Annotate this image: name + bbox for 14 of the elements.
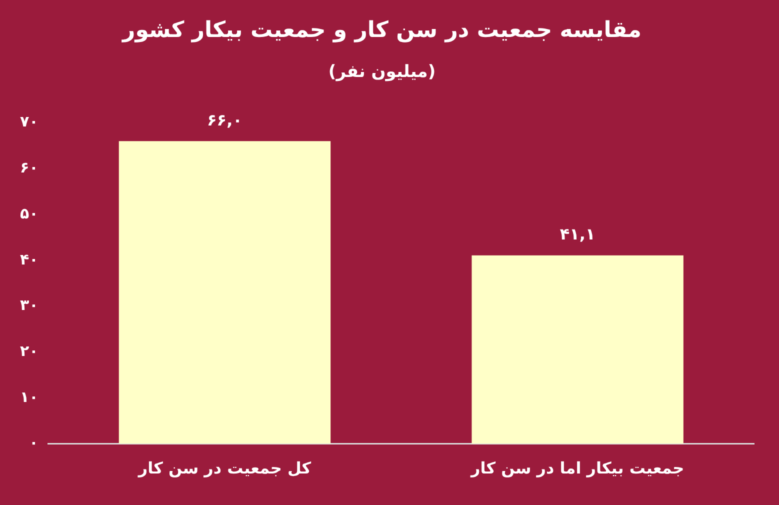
data-label: ۶۶,۰ bbox=[207, 110, 242, 130]
x-tick-label: کل جمعیت در سن کار bbox=[137, 458, 312, 478]
y-tick-label: ۵۰ bbox=[20, 204, 38, 222]
y-tick-label: ۷۰ bbox=[20, 112, 38, 131]
chart-title: مقایسه جمعیت در سن کار و جمعیت بیکار کشور bbox=[122, 18, 642, 43]
y-tick-label: ۳۰ bbox=[20, 296, 38, 314]
y-tick-label: ۰ bbox=[29, 434, 38, 452]
chart-subtitle: (میلیون نفر) bbox=[328, 62, 436, 82]
y-tick-label: ۴۰ bbox=[20, 250, 38, 268]
y-tick-label: ۲۰ bbox=[20, 342, 38, 360]
y-tick-label: ۶۰ bbox=[20, 158, 38, 177]
data-label: ۴۱,۱ bbox=[560, 224, 596, 244]
y-tick-label: ۱۰ bbox=[20, 388, 38, 406]
x-tick-label: جمعیت بیکار اما در سن کار bbox=[470, 458, 684, 478]
